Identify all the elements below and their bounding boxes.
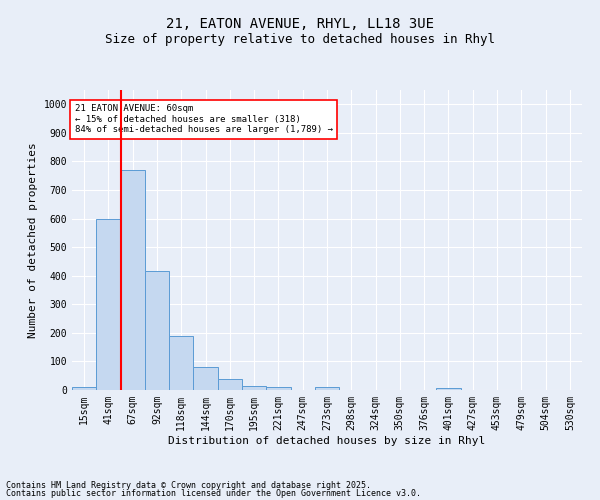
Text: 21 EATON AVENUE: 60sqm
← 15% of detached houses are smaller (318)
84% of semi-de: 21 EATON AVENUE: 60sqm ← 15% of detached… xyxy=(74,104,332,134)
Text: Contains public sector information licensed under the Open Government Licence v3: Contains public sector information licen… xyxy=(6,489,421,498)
Bar xyxy=(193,367,218,390)
Text: Size of property relative to detached houses in Rhyl: Size of property relative to detached ho… xyxy=(105,32,495,46)
Text: Contains HM Land Registry data © Crown copyright and database right 2025.: Contains HM Land Registry data © Crown c… xyxy=(6,480,371,490)
Bar xyxy=(266,387,290,390)
Bar xyxy=(169,336,193,390)
Text: 21, EATON AVENUE, RHYL, LL18 3UE: 21, EATON AVENUE, RHYL, LL18 3UE xyxy=(166,18,434,32)
Bar xyxy=(96,218,121,390)
Y-axis label: Number of detached properties: Number of detached properties xyxy=(28,142,38,338)
Bar xyxy=(145,272,169,390)
X-axis label: Distribution of detached houses by size in Rhyl: Distribution of detached houses by size … xyxy=(169,436,485,446)
Bar xyxy=(218,380,242,390)
Bar xyxy=(436,388,461,390)
Bar xyxy=(72,386,96,390)
Bar xyxy=(315,387,339,390)
Bar xyxy=(242,386,266,390)
Bar xyxy=(121,170,145,390)
